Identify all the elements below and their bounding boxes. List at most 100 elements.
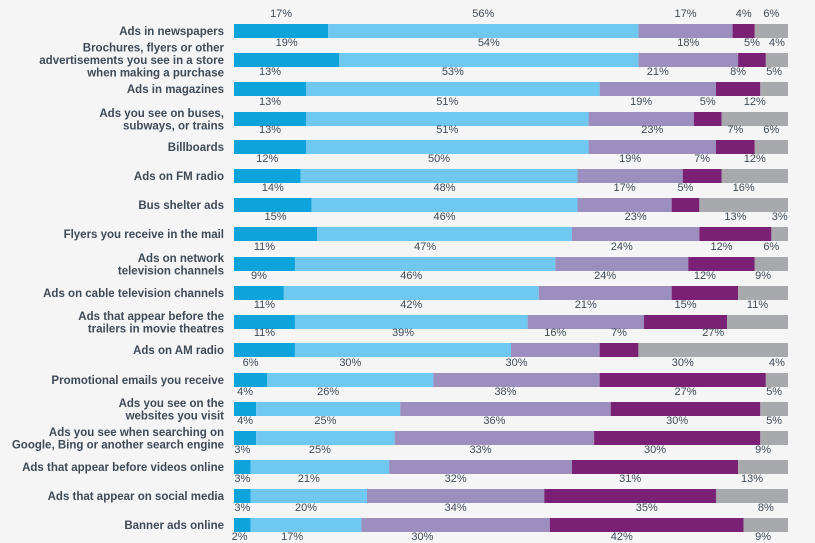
bar-segment-dont-know <box>738 286 788 300</box>
bar-segment-somewhat-likely <box>250 460 390 474</box>
value-label: 42% <box>611 531 633 543</box>
category-label: Ads you see when searching on <box>49 427 224 439</box>
bar-row: Ads that appear on social media 3% 21% 32% 3… <box>48 473 788 503</box>
value-label: 56% <box>472 8 494 20</box>
value-label: 32% <box>445 473 467 485</box>
category-label: websites you visit <box>125 410 225 422</box>
value-label: 2% <box>232 531 248 543</box>
value-label: 27% <box>674 386 696 398</box>
value-label: 24% <box>594 270 616 282</box>
bar-segment-neutral <box>433 373 600 387</box>
bar-segment-somewhat-likely <box>250 518 362 532</box>
category-label: trailers in movie theatres <box>88 323 224 335</box>
value-label: 51% <box>436 96 458 108</box>
category-label: when making a purchase <box>86 68 224 80</box>
bar-segment-unlikely <box>693 112 722 126</box>
category-label: subways, or trains <box>123 120 224 132</box>
value-label: 11% <box>747 299 768 311</box>
bar-segment-somewhat-likely <box>294 257 556 271</box>
value-label: 5% <box>678 182 694 194</box>
value-label: 21% <box>298 473 320 485</box>
bar-segment-neutral <box>577 198 672 212</box>
bar-row: Banner ads online 3% 20% 34% 35% 8% <box>124 502 788 532</box>
value-label: 3% <box>772 211 788 223</box>
bar-segment-dont-know <box>738 460 788 474</box>
bar-row: Ads on FM radio 12% 50% 19% 7% 12% <box>134 153 788 183</box>
bar-segment-dont-know <box>727 315 788 329</box>
bar-segment-dont-know <box>715 489 788 503</box>
bar-segment-neutral <box>588 112 694 126</box>
bar-segment-somewhat-likely <box>256 402 401 416</box>
bar-row: Ads on AM radio 11% 39% 16% 7% 27% <box>133 327 788 357</box>
value-label: 15% <box>674 299 696 311</box>
bar-segment-somewhat-likely <box>311 198 578 212</box>
category-label: Promotional emails you receive <box>51 375 224 387</box>
bar-segment-very-likely <box>234 24 329 38</box>
category-label: Ads that appear before the <box>78 311 224 323</box>
value-label: 6% <box>763 8 779 20</box>
value-label: 11% <box>254 299 275 311</box>
bar-segment-unlikely <box>643 315 728 329</box>
value-label: 7% <box>611 327 627 339</box>
value-label: 5% <box>744 37 760 49</box>
bar-segment-somewhat-likely <box>294 343 511 357</box>
bar-segment-very-likely <box>234 343 295 357</box>
bar-segment-neutral <box>588 140 716 154</box>
value-label: 54% <box>478 37 500 49</box>
value-label: 4% <box>769 357 785 369</box>
bar-segment-very-likely <box>234 53 340 67</box>
bar-segment-dont-know <box>638 343 788 357</box>
category-label: television channels <box>118 265 224 277</box>
category-label: Ads that appear on social media <box>48 491 225 503</box>
value-label: 30% <box>339 357 361 369</box>
bar-row: Ads in newspapers 17% 56% 17% 4% 6% <box>119 8 788 38</box>
value-label: 25% <box>309 444 331 456</box>
bar-segment-very-likely <box>234 518 251 532</box>
value-label: 6% <box>243 357 259 369</box>
value-label: 34% <box>445 502 467 514</box>
bar-segment-very-likely <box>234 431 257 445</box>
bar-segment-dont-know <box>765 53 788 67</box>
value-label: 39% <box>392 327 414 339</box>
bar-segment-dont-know <box>765 373 788 387</box>
bar-row: Billboards 13% 51% 23% 7% 6% <box>168 124 788 154</box>
value-label: 4% <box>237 415 253 427</box>
value-label: 4% <box>769 37 785 49</box>
category-label: Ads in newspapers <box>119 26 224 38</box>
bar-row: Ads you see on buses,subways, or trains 1… <box>99 96 788 132</box>
bar-segment-neutral <box>638 24 733 38</box>
value-label: 3% <box>234 444 250 456</box>
value-label: 11% <box>254 241 275 253</box>
bar-segment-unlikely <box>738 53 766 67</box>
bar-segment-unlikely <box>610 402 761 416</box>
bar-segment-dont-know <box>754 24 788 38</box>
bar-segment-neutral <box>400 402 611 416</box>
value-label: 4% <box>237 386 253 398</box>
bar-segment-somewhat-likely <box>256 431 395 445</box>
bar-segment-dont-know <box>760 402 788 416</box>
bar-segment-unlikely <box>732 24 755 38</box>
bar-segment-neutral <box>577 169 683 183</box>
value-label: 12% <box>744 96 766 108</box>
category-label: Ads on AM radio <box>133 345 224 357</box>
bar-segment-neutral <box>389 460 572 474</box>
category-label: Ads you see on buses, <box>99 108 224 120</box>
bar-segment-somewhat-likely <box>306 140 589 154</box>
bar-segment-unlikely <box>671 286 739 300</box>
value-label: 18% <box>677 37 699 49</box>
bar-segment-very-likely <box>234 257 295 271</box>
value-label: 27% <box>702 327 724 339</box>
category-label: Flyers you receive in the mail <box>64 229 224 241</box>
category-label: advertisements you see in a store <box>39 55 224 67</box>
category-label: Ads on cable television channels <box>43 288 224 300</box>
bar-segment-very-likely <box>234 169 301 183</box>
bar-segment-very-likely <box>234 286 284 300</box>
value-label: 13% <box>259 96 281 108</box>
value-label: 8% <box>730 66 746 78</box>
value-label: 48% <box>434 182 456 194</box>
bar-segment-neutral <box>599 82 716 96</box>
bar-segment-dont-know <box>721 169 788 183</box>
